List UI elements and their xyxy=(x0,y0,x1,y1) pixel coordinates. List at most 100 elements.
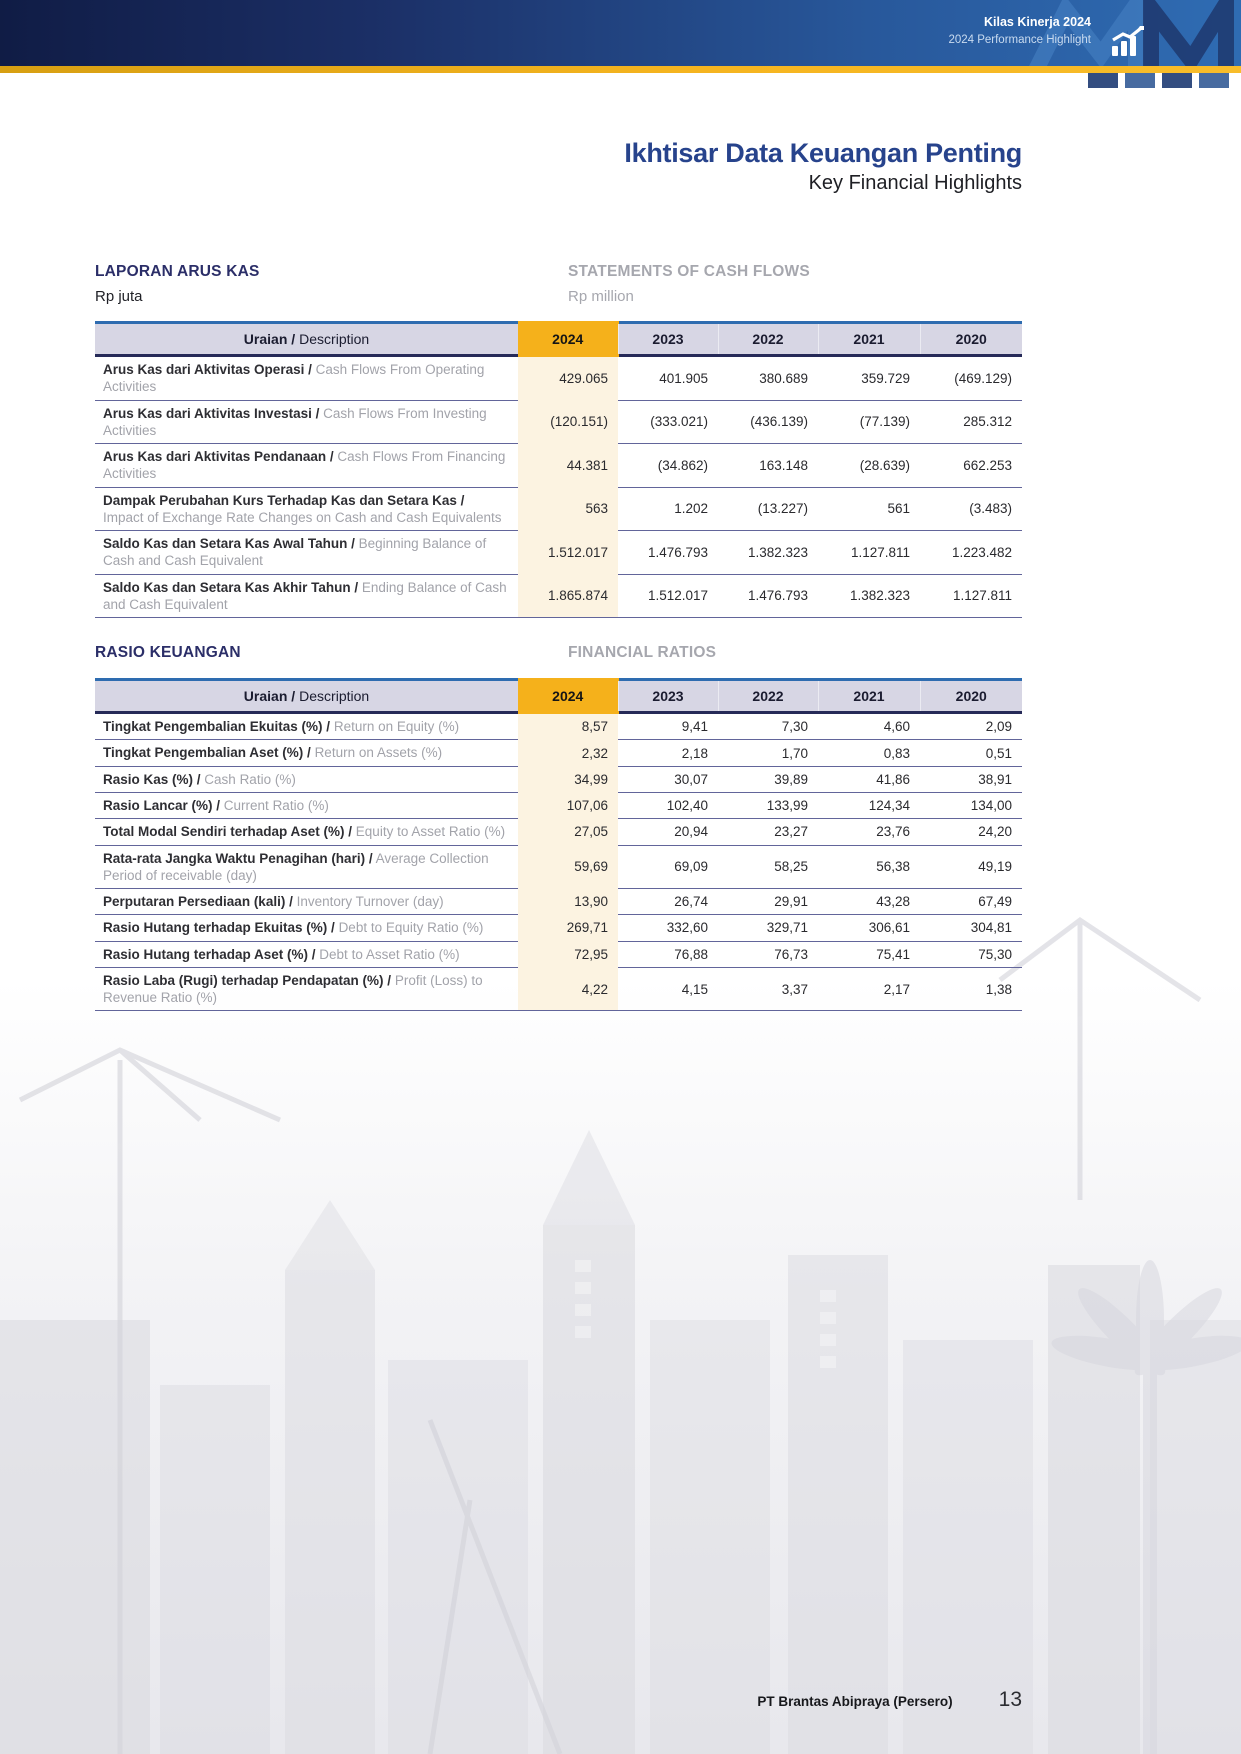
row-label: Tingkat Pengembalian Ekuitas (%) / Retur… xyxy=(95,712,518,741)
cell-value-2020: 662.253 xyxy=(920,443,1022,488)
cell-value-2023: 1.202 xyxy=(618,487,718,532)
table-row: Total Modal Sendiri terhadap Aset (%) / … xyxy=(95,818,1022,846)
cell-value-2023: 9,41 xyxy=(618,712,718,741)
page-header-band: Kilas Kinerja 2024 2024 Performance High… xyxy=(0,0,1241,66)
cell-value-2024: (120.151) xyxy=(518,400,618,445)
row-label: Rasio Hutang terhadap Ekuitas (%) / Debt… xyxy=(95,914,518,942)
row-label-en: Impact of Exchange Rate Changes on Cash … xyxy=(103,509,502,525)
cell-value-2021: 41,86 xyxy=(818,766,920,793)
cell-value-2022: 7,30 xyxy=(718,712,818,741)
row-label: Rasio Lancar (%) / Current Ratio (%) xyxy=(95,792,518,820)
cell-value-2022: 23,27 xyxy=(718,818,818,846)
cell-value-2020: 285.312 xyxy=(920,400,1022,445)
row-label-en: Current Ratio (%) xyxy=(223,797,329,813)
row-label-id: Tingkat Pengembalian Aset (%) / xyxy=(103,745,311,761)
cell-value-2022: 3,37 xyxy=(718,967,818,1012)
header-kicker: Kilas Kinerja 2024 2024 Performance High… xyxy=(948,15,1091,47)
brand-m-watermark xyxy=(1029,0,1234,66)
cell-value-2023: 20,94 xyxy=(618,818,718,846)
cash-flow-unit-id: Rp juta xyxy=(95,288,143,305)
cell-value-2021: 4,60 xyxy=(818,712,920,741)
year-column-2021: 2021 xyxy=(817,321,920,357)
cell-value-2024: 44.381 xyxy=(518,443,618,488)
year-column-2023: 2023 xyxy=(617,678,718,715)
ratios-header-row: Uraian / Description 2024 2023 2022 2021 … xyxy=(95,678,1022,715)
cell-value-2024: 8,57 xyxy=(518,712,618,741)
header-kicker-en: 2024 Performance Highlight xyxy=(948,33,1091,46)
table-row: Rata-rata Jangka Waktu Penagihan (hari) … xyxy=(95,845,1022,890)
year-column-2022: 2022 xyxy=(717,678,818,715)
cell-value-2023: 30,07 xyxy=(618,766,718,793)
row-label-id: Rata-rata Jangka Waktu Penagihan (hari) … xyxy=(103,850,373,866)
cell-value-2022: 1.476.793 xyxy=(718,574,818,619)
cell-value-2024: 59,69 xyxy=(518,845,618,890)
page-footer: PT Brantas Abipraya (Persero) 13 xyxy=(757,1688,1022,1712)
row-label-en: Inventory Turnover (day) xyxy=(296,894,444,910)
row-label-en: Beginning Balance of Cash and Cash Equiv… xyxy=(103,536,487,569)
column-header-description-id: Uraian / xyxy=(243,688,296,705)
row-label: Arus Kas dari Aktivitas Investasi / Cash… xyxy=(95,400,518,445)
cell-value-2023: 2,18 xyxy=(618,739,718,767)
table-row: Rasio Laba (Rugi) terhadap Pendapatan (%… xyxy=(95,967,1022,1012)
row-label-id: Total Modal Sendiri terhadap Aset (%) / xyxy=(103,824,353,840)
cell-value-2024: 27,05 xyxy=(518,818,618,846)
row-label: Rasio Kas (%) / Cash Ratio (%) xyxy=(95,766,518,793)
row-label-id: Saldo Kas dan Setara Kas Akhir Tahun / xyxy=(103,579,359,595)
ratios-heading-id: RASIO KEUANGAN xyxy=(95,644,241,662)
row-label: Total Modal Sendiri terhadap Aset (%) / … xyxy=(95,818,518,846)
row-label-id: Rasio Kas (%) / xyxy=(103,771,201,787)
cell-value-2024: 4,22 xyxy=(518,967,618,1012)
table-row: Arus Kas dari Aktivitas Pendanaan / Cash… xyxy=(95,443,1022,488)
growth-chart-icon xyxy=(1112,26,1144,56)
cell-value-2021: 1.382.323 xyxy=(818,574,920,619)
cell-value-2020: 1.127.811 xyxy=(920,574,1022,619)
cell-value-2024: 107,06 xyxy=(518,792,618,820)
cell-value-2023: 1.476.793 xyxy=(618,530,718,575)
cell-value-2022: 29,91 xyxy=(718,888,818,916)
row-label: Perputaran Persediaan (kali) / Inventory… xyxy=(95,888,518,916)
cell-value-2024: 1.865.874 xyxy=(518,574,618,619)
cell-value-2022: 1,70 xyxy=(718,739,818,767)
cell-value-2020: 24,20 xyxy=(920,818,1022,846)
table-row: Arus Kas dari Aktivitas Operasi / Cash F… xyxy=(95,355,1022,401)
row-label: Arus Kas dari Aktivitas Pendanaan / Cash… xyxy=(95,443,518,488)
column-header-description-en: Description xyxy=(299,331,370,347)
cell-value-2024: 72,95 xyxy=(518,941,618,968)
cell-value-2024: 13,90 xyxy=(518,888,618,916)
cell-value-2022: 76,73 xyxy=(718,941,818,968)
cash-flow-unit-en: Rp million xyxy=(568,288,634,305)
cell-value-2021: 124,34 xyxy=(818,792,920,820)
cell-value-2023: (34.862) xyxy=(618,443,718,488)
row-label-en: Ending Balance of Cash and Cash Equivale… xyxy=(103,579,507,612)
cell-value-2021: 561 xyxy=(818,487,920,532)
column-header-description: Uraian / Description xyxy=(95,678,518,715)
cell-value-2022: 58,25 xyxy=(718,845,818,890)
row-label-en: Return on Assets (%) xyxy=(314,745,443,761)
row-label: Saldo Kas dan Setara Kas Akhir Tahun / E… xyxy=(95,574,518,619)
row-label-en: Profit (Loss) to Revenue Ratio (%) xyxy=(103,972,483,1006)
row-label-id: Tingkat Pengembalian Ekuitas (%) / xyxy=(103,719,331,735)
cash-flow-header-row: Uraian / Description 2024 2023 2022 2021 … xyxy=(95,321,1022,357)
cell-value-2024: 34,99 xyxy=(518,766,618,793)
row-label-en: Cash Flows From Investing Activities xyxy=(103,405,487,438)
cell-value-2021: 0,83 xyxy=(818,739,920,767)
column-header-description-id: Uraian / xyxy=(243,331,296,347)
cell-value-2023: 76,88 xyxy=(618,941,718,968)
header-kicker-id: Kilas Kinerja 2024 xyxy=(983,15,1091,29)
main-content: LAPORAN ARUS KAS Rp juta STATEMENTS OF C… xyxy=(95,263,1022,1012)
cash-flow-section-heading: LAPORAN ARUS KAS Rp juta STATEMENTS OF C… xyxy=(95,263,1022,315)
cash-flow-heading-en-block: STATEMENTS OF CASH FLOWS Rp million xyxy=(568,263,810,305)
row-label-en: Average Collection Period of receivable … xyxy=(103,850,489,883)
table-row: Tingkat Pengembalian Ekuitas (%) / Retur… xyxy=(95,712,1022,741)
company-name: PT Brantas Abipraya (Persero) xyxy=(757,1694,953,1709)
row-label-en: Cash Flows From Financing Activities xyxy=(103,449,506,482)
year-column-2020: 2020 xyxy=(919,678,1022,715)
cell-value-2020: 134,00 xyxy=(920,792,1022,820)
cell-value-2020: 49,19 xyxy=(920,845,1022,890)
cell-value-2023: 26,74 xyxy=(618,888,718,916)
cell-value-2020: 2,09 xyxy=(920,712,1022,741)
cell-value-2023: 332,60 xyxy=(618,914,718,942)
cell-value-2022: 39,89 xyxy=(718,766,818,793)
ratios-section-heading: RASIO KEUANGAN FINANCIAL RATIOS xyxy=(95,644,1022,672)
cell-value-2023: 102,40 xyxy=(618,792,718,820)
